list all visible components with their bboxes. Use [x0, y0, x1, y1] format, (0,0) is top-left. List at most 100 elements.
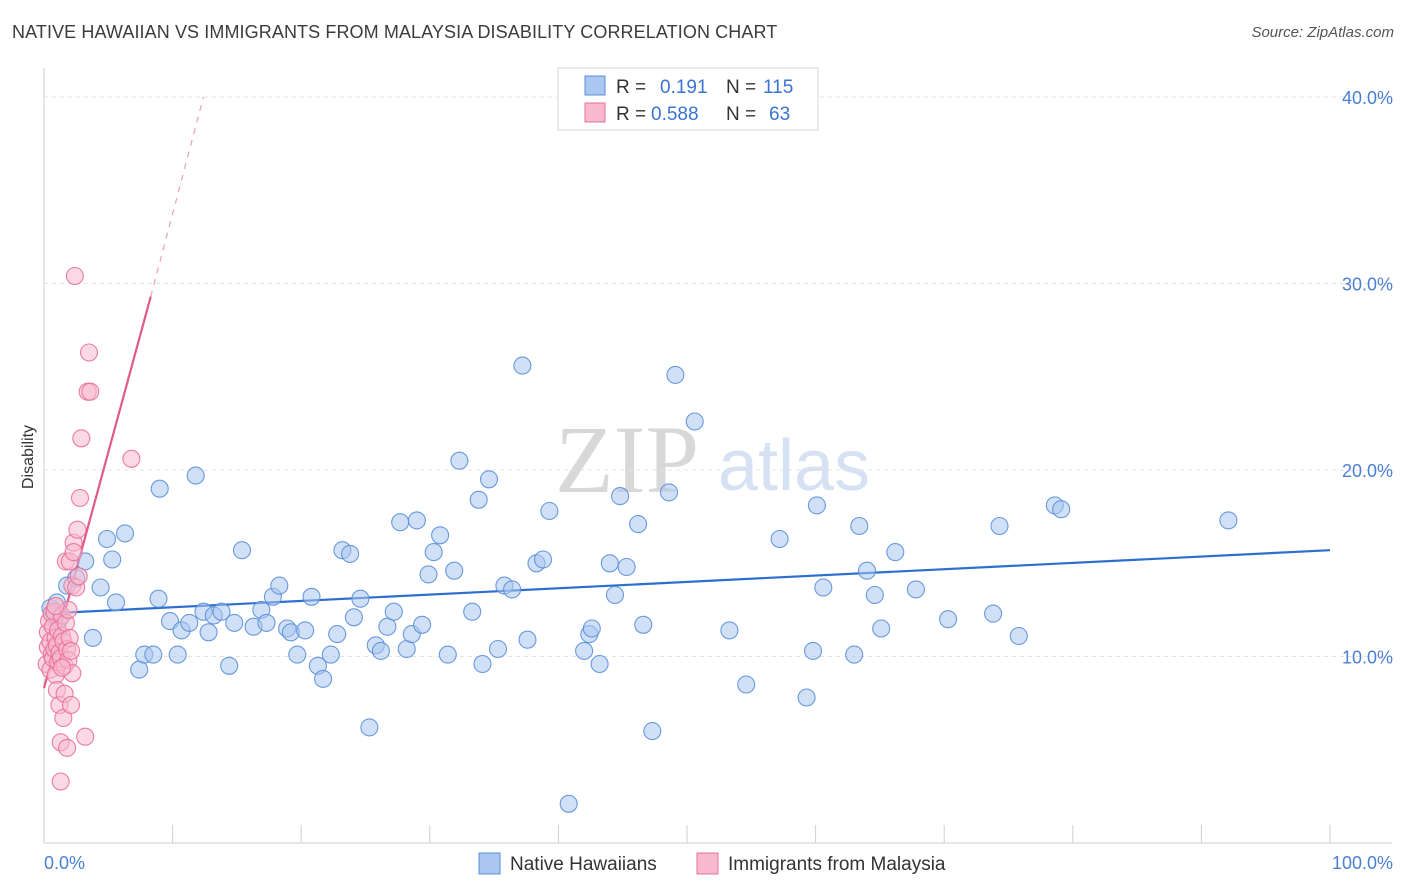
- native-hawaiian-point-16: [149, 589, 168, 608]
- bottom-legend-label-immigrants-malaysia: Immigrants from Malaysia: [728, 854, 946, 875]
- native-hawaiian-point-110: [1052, 500, 1071, 519]
- native-hawaiian-point-79: [582, 619, 601, 638]
- chart-title: NATIVE HAWAIIAN VS IMMIGRANTS FROM MALAY…: [12, 22, 778, 42]
- native-hawaiian-point-57: [413, 615, 432, 634]
- malaysia-point-48: [72, 429, 91, 448]
- native-hawaiian-point-106: [984, 604, 1003, 623]
- native-hawaiian-point-22: [186, 466, 205, 485]
- native-hawaiian-point-71: [513, 356, 532, 375]
- source-label: Source: ZipAtlas.com: [1251, 24, 1394, 41]
- gridlines: [44, 96, 1392, 657]
- native-hawaiian-point-53: [391, 513, 410, 532]
- malaysia-point-45: [68, 520, 87, 539]
- x-tick-label-max: 100.0%: [1332, 853, 1393, 873]
- native-hawaiian-point-46: [344, 608, 363, 627]
- y-tick-labels: 10.0% 20.0% 30.0% 40.0%: [1342, 88, 1393, 668]
- native-hawaiian-point-21: [180, 613, 199, 632]
- malaysia-point-46: [69, 567, 88, 586]
- native-hawaiian-point-64: [463, 602, 482, 621]
- legend-r-value-1: 0.191: [660, 77, 708, 98]
- native-hawaiian-point-63: [450, 451, 469, 470]
- native-hawaiian-point-17: [150, 479, 169, 498]
- trend-extension-immigrants-malaysia: [150, 96, 205, 297]
- malaysia-point-43: [65, 266, 84, 286]
- malaysia-point-53: [122, 449, 141, 468]
- native-hawaiian-point-26: [212, 602, 231, 621]
- native-hawaiian-point-12: [115, 524, 135, 543]
- native-hawaiian-point-102: [872, 619, 891, 638]
- native-hawaiian-point-32: [257, 613, 276, 632]
- native-hawaiian-point-61: [438, 645, 457, 664]
- native-hawaiian-point-105: [939, 610, 958, 629]
- native-hawaiian-point-58: [419, 565, 438, 584]
- native-hawaiian-point-85: [629, 515, 648, 534]
- native-hawaiian-point-29: [232, 541, 252, 560]
- bottom-legend-label-native-hawaiians: Native Hawaiians: [510, 854, 657, 875]
- native-hawaiian-point-8: [91, 578, 110, 597]
- native-hawaiian-point-94: [797, 688, 816, 707]
- malaysia-point-42: [64, 543, 83, 562]
- bottom-legend-swatch-pink: [696, 852, 719, 875]
- native-hawaiian-point-81: [600, 554, 619, 573]
- native-hawaiian-point-98: [845, 645, 864, 664]
- native-hawaiian-point-107: [990, 516, 1009, 536]
- legend-swatch-blue: [584, 75, 606, 96]
- native-hawaiian-point-77: [575, 641, 594, 660]
- native-hawaiian-point-67: [479, 470, 499, 489]
- correlation-legend: R = 0.191 N = 115 R = 0.588 N = 63: [557, 67, 819, 131]
- native-hawaiian-point-48: [360, 718, 379, 737]
- watermark: ZIP atlas: [555, 406, 870, 513]
- y-tick-label-2: 30.0%: [1342, 275, 1393, 295]
- native-hawaiian-point-50: [371, 641, 390, 660]
- bottom-legend-swatch-blue: [478, 852, 501, 875]
- trend-lines: [42, 96, 1331, 689]
- legend-r-label-1: R =: [616, 77, 646, 98]
- native-hawaiian-point-92: [737, 675, 756, 694]
- native-hawaiian-point-51: [378, 617, 397, 636]
- native-hawaiian-point-66: [473, 654, 492, 674]
- native-hawaiian-point-13: [130, 660, 149, 679]
- native-hawaiian-point-104: [906, 580, 925, 599]
- legend-n-label-2: N =: [726, 104, 756, 125]
- native-hawaiian-point-65: [469, 490, 488, 509]
- legend-n-label-1: N =: [726, 77, 756, 98]
- native-hawaiian-point-82: [605, 585, 625, 605]
- native-hawaiian-point-7: [83, 628, 102, 647]
- y-tick-label-0: 10.0%: [1342, 648, 1393, 668]
- native-hawaiian-point-87: [643, 722, 662, 741]
- native-hawaiian-point-9: [97, 529, 117, 549]
- native-hawaiian-point-47: [351, 589, 370, 608]
- native-hawaiian-point-28: [225, 613, 244, 632]
- native-hawaiian-point-103: [886, 543, 905, 562]
- x-tick-labels: 0.0% 100.0%: [44, 853, 1393, 873]
- native-hawaiian-point-42: [321, 645, 340, 664]
- malaysia-point-31: [58, 738, 77, 757]
- native-hawaiian-point-74: [533, 550, 553, 569]
- native-hawaiian-point-37: [288, 645, 307, 664]
- axes: [43, 68, 1392, 844]
- native-hawaiian-point-89: [666, 365, 685, 384]
- watermark-atlas: atlas: [718, 426, 870, 506]
- legend-n-value-1: 115: [763, 77, 793, 98]
- series-legend: Native Hawaiians Immigrants from Malaysi…: [478, 852, 946, 875]
- legend-n-value-2: 63: [769, 104, 790, 125]
- native-hawaiian-point-41: [314, 669, 333, 688]
- native-hawaiian-point-52: [384, 602, 403, 621]
- native-hawaiian-point-38: [296, 621, 315, 640]
- native-hawaiian-point-80: [590, 654, 609, 674]
- native-hawaiian-point-70: [503, 580, 522, 599]
- native-hawaiian-point-11: [106, 593, 126, 612]
- native-hawaiian-point-84: [617, 557, 636, 577]
- native-hawaiian-point-88: [659, 483, 679, 502]
- native-hawaiian-point-24: [199, 623, 218, 642]
- series-immigrants-malaysia: [37, 266, 141, 791]
- native-hawaiian-point-108: [1009, 626, 1028, 646]
- native-hawaiian-point-83: [611, 487, 630, 506]
- y-tick-label-3: 40.0%: [1342, 88, 1393, 108]
- malaysia-point-55: [52, 658, 72, 677]
- y-tick-label-1: 20.0%: [1342, 461, 1393, 481]
- malaysia-point-37: [61, 641, 81, 660]
- native-hawaiian-point-93: [770, 529, 789, 549]
- malaysia-point-38: [61, 695, 81, 715]
- native-hawaiian-point-60: [431, 526, 450, 545]
